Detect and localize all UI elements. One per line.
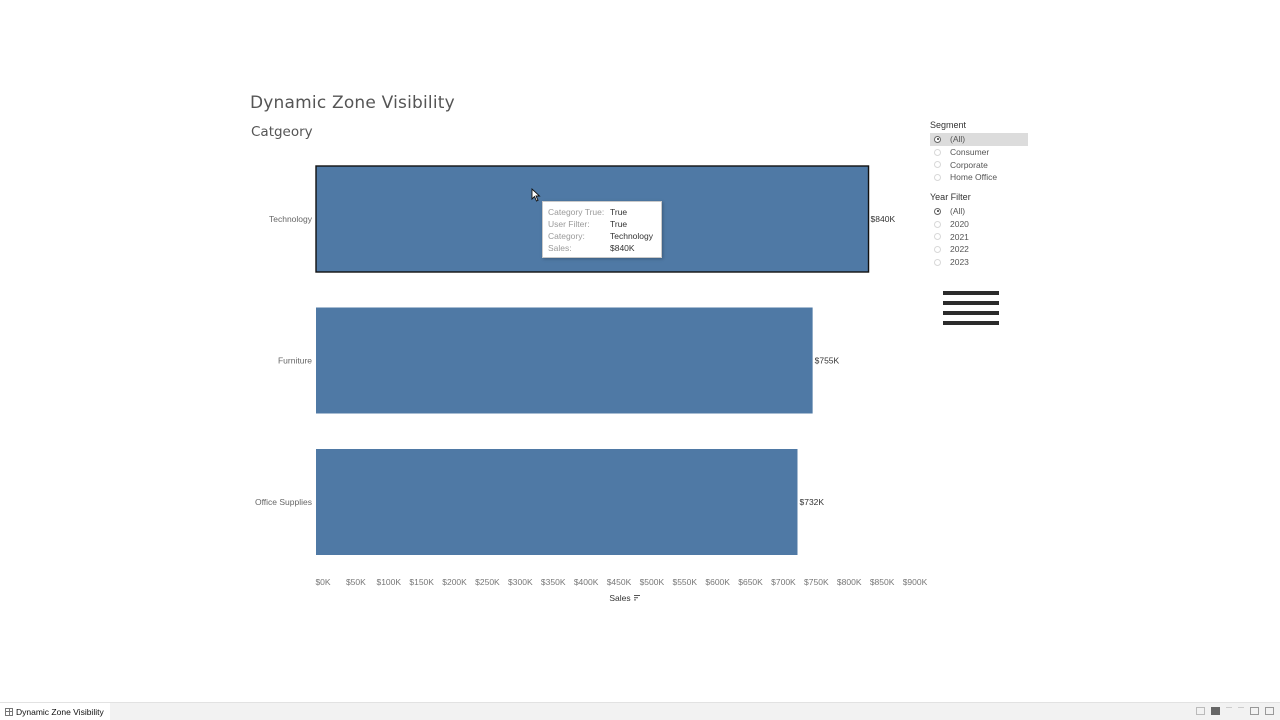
bar-office-supplies[interactable] bbox=[316, 449, 798, 555]
x-tick-label: $600K bbox=[705, 577, 730, 587]
x-tick-label: $500K bbox=[640, 577, 665, 587]
year-option[interactable]: 2020 bbox=[930, 218, 1028, 231]
sheet-tab-label: Dynamic Zone Visibility bbox=[16, 706, 104, 717]
x-tick-label: $400K bbox=[574, 577, 599, 587]
radio-button-icon[interactable] bbox=[934, 148, 941, 156]
year-option-label: (All) bbox=[950, 206, 966, 217]
mouse-cursor-icon bbox=[531, 188, 541, 202]
tooltip-label: Category True: bbox=[548, 207, 605, 217]
x-tick-label: $250K bbox=[475, 577, 500, 587]
dashboard-sheet-tab[interactable]: Dynamic Zone Visibility bbox=[0, 703, 110, 720]
sales-bar-chart: Technology $840K Furniture $755K Office Supp… bbox=[255, 165, 928, 603]
segment-option[interactable]: (All) bbox=[930, 133, 1028, 146]
category-label: Furniture bbox=[278, 356, 312, 366]
x-tick-label: $0K bbox=[315, 577, 330, 587]
radio-button-icon[interactable] bbox=[934, 207, 941, 215]
radio-button-icon[interactable] bbox=[934, 161, 941, 169]
hamburger-menu-icon[interactable] bbox=[943, 291, 999, 333]
segment-option-label: Consumer bbox=[950, 147, 990, 158]
category-label: Technology bbox=[269, 214, 313, 224]
sort-descending-icon[interactable] bbox=[634, 595, 640, 601]
bottom-bar: Dynamic Zone Visibility bbox=[0, 702, 1280, 720]
radio-button-icon[interactable] bbox=[934, 258, 941, 266]
category-label: Office Supplies bbox=[255, 497, 312, 507]
tooltip-value: True bbox=[610, 207, 628, 217]
tooltip-label: User Filter: bbox=[548, 219, 590, 229]
segment-option-label: Home Office bbox=[950, 172, 998, 183]
x-tick-label: $200K bbox=[442, 577, 467, 587]
tooltip-label: Category: bbox=[548, 231, 585, 241]
x-tick-label: $100K bbox=[376, 577, 401, 587]
tooltip-value: True bbox=[610, 219, 628, 229]
segment-option[interactable]: Corporate bbox=[930, 158, 1028, 171]
bar-value-label: $840K bbox=[871, 214, 896, 224]
sheet-title: Catgeory bbox=[251, 124, 313, 140]
bar-furniture[interactable] bbox=[316, 307, 813, 414]
tooltip-label: Sales: bbox=[548, 243, 572, 253]
segment-filter-title: Segment bbox=[930, 120, 967, 130]
radio-button-icon[interactable] bbox=[934, 245, 941, 253]
year-option[interactable]: (All) bbox=[930, 205, 1028, 218]
radio-button-icon[interactable] bbox=[934, 135, 941, 143]
x-tick-label: $700K bbox=[771, 577, 796, 587]
year-option[interactable]: 2022 bbox=[930, 243, 1028, 256]
segment-option[interactable]: Home Office bbox=[930, 171, 1028, 184]
tooltip-row: Category True: True bbox=[548, 206, 661, 218]
year-option[interactable]: 2023 bbox=[930, 256, 1028, 269]
x-tick-label: $450K bbox=[607, 577, 632, 587]
present-icon[interactable] bbox=[1265, 707, 1274, 715]
year-option-label: 2020 bbox=[950, 219, 969, 230]
tooltip-row: Sales: $840K bbox=[548, 242, 661, 254]
next-icon[interactable] bbox=[1238, 707, 1244, 715]
tooltip-row: Category: Technology bbox=[548, 230, 661, 242]
x-tick-label: $850K bbox=[870, 577, 895, 587]
x-tick-label: $900K bbox=[903, 577, 928, 587]
radio-button-icon[interactable] bbox=[934, 173, 941, 181]
dashboard-title: Dynamic Zone Visibility bbox=[250, 93, 455, 113]
segment-option-label: Corporate bbox=[950, 159, 988, 170]
year-option-label: 2023 bbox=[950, 257, 969, 268]
x-tick-label: $300K bbox=[508, 577, 533, 587]
segment-option[interactable]: Consumer bbox=[930, 146, 1028, 159]
bar-value-label: $732K bbox=[799, 497, 824, 507]
sheets-view-icon[interactable] bbox=[1196, 707, 1205, 715]
tooltip-value: $840K bbox=[610, 243, 635, 253]
segment-filter: Segment (All) Consumer Corporate Home Offic… bbox=[930, 120, 1028, 184]
x-tick-label: $800K bbox=[837, 577, 862, 587]
radio-button-icon[interactable] bbox=[934, 220, 941, 228]
tooltip-value: Technology bbox=[610, 231, 654, 241]
radio-button-icon[interactable] bbox=[934, 233, 941, 241]
x-tick-label: $750K bbox=[804, 577, 829, 587]
bar-tooltip: Category True: True User Filter: True Catego… bbox=[542, 201, 662, 258]
dashboard-grid-icon bbox=[5, 707, 13, 716]
x-tick-label: $150K bbox=[409, 577, 434, 587]
x-tick-label: $650K bbox=[738, 577, 763, 587]
segment-option-label: (All) bbox=[950, 134, 966, 145]
year-filter-title: Year Filter bbox=[930, 192, 971, 202]
x-axis-title: Sales bbox=[609, 593, 630, 603]
fullscreen-icon[interactable] bbox=[1250, 707, 1259, 715]
tooltip-row: User Filter: True bbox=[548, 218, 661, 230]
bar-value-label: $755K bbox=[815, 356, 840, 366]
year-option-label: 2022 bbox=[950, 244, 969, 255]
year-filter: Year Filter (All) 2020 2021 2022 2023 bbox=[930, 192, 1028, 268]
bottom-toolbar bbox=[1196, 707, 1274, 715]
filmstrip-view-icon[interactable] bbox=[1211, 707, 1220, 715]
year-option[interactable]: 2021 bbox=[930, 230, 1028, 243]
previous-icon[interactable] bbox=[1226, 707, 1232, 715]
year-option-label: 2021 bbox=[950, 231, 969, 242]
x-tick-label: $550K bbox=[672, 577, 697, 587]
x-tick-label: $350K bbox=[541, 577, 566, 587]
x-tick-label: $50K bbox=[346, 577, 366, 587]
